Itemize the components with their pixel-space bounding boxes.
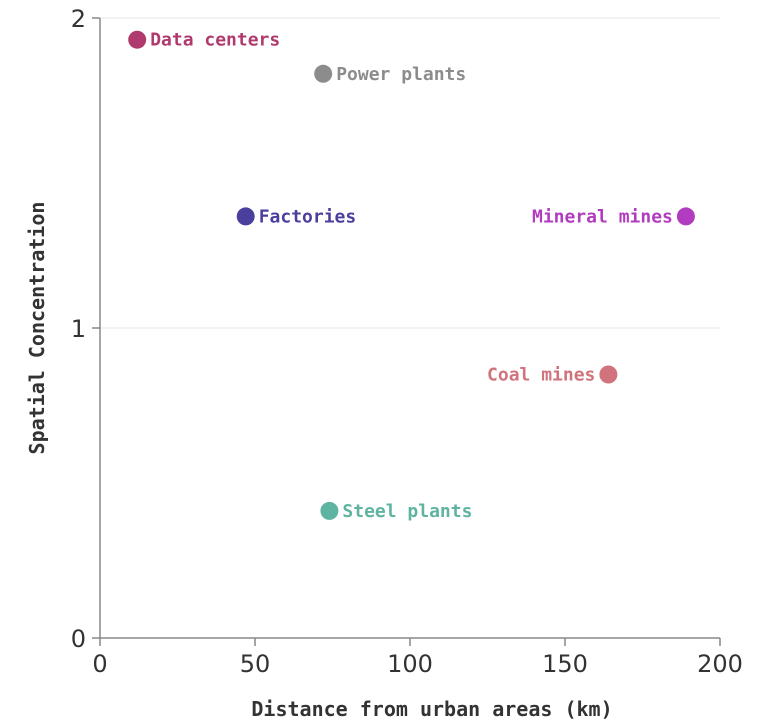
data-point — [314, 64, 333, 83]
data-points: Data centers Power plants Factories Mineral… — [128, 30, 695, 522]
data-point — [320, 501, 339, 520]
data-point — [128, 30, 147, 49]
data-point — [676, 207, 695, 226]
x-tick-label: 100 — [387, 650, 433, 678]
point-label: Data centers — [150, 30, 280, 51]
x-tick-label: 200 — [697, 650, 743, 678]
y-axis-ticks: 0 1 2 — [71, 5, 100, 653]
point-label: Factories — [259, 206, 357, 227]
point-label: Coal mines — [487, 365, 595, 386]
y-tick-label: 2 — [71, 5, 86, 33]
x-tick-label: 50 — [240, 650, 271, 678]
point-label: Power plants — [336, 64, 466, 85]
y-tick-label: 0 — [71, 625, 86, 653]
gridlines — [100, 17, 720, 329]
x-axis-ticks: 0 50 100 150 200 — [92, 638, 743, 678]
point-label: Mineral mines — [532, 206, 673, 227]
y-axis-title: Spatial Concentration — [25, 202, 49, 455]
data-point — [599, 365, 618, 384]
x-tick-label: 150 — [542, 650, 588, 678]
y-tick-label: 1 — [71, 315, 86, 343]
point-label: Steel plants — [342, 501, 472, 522]
data-point — [236, 207, 255, 226]
x-tick-label: 0 — [92, 650, 107, 678]
x-axis-title: Distance from urban areas (km) — [251, 697, 612, 721]
